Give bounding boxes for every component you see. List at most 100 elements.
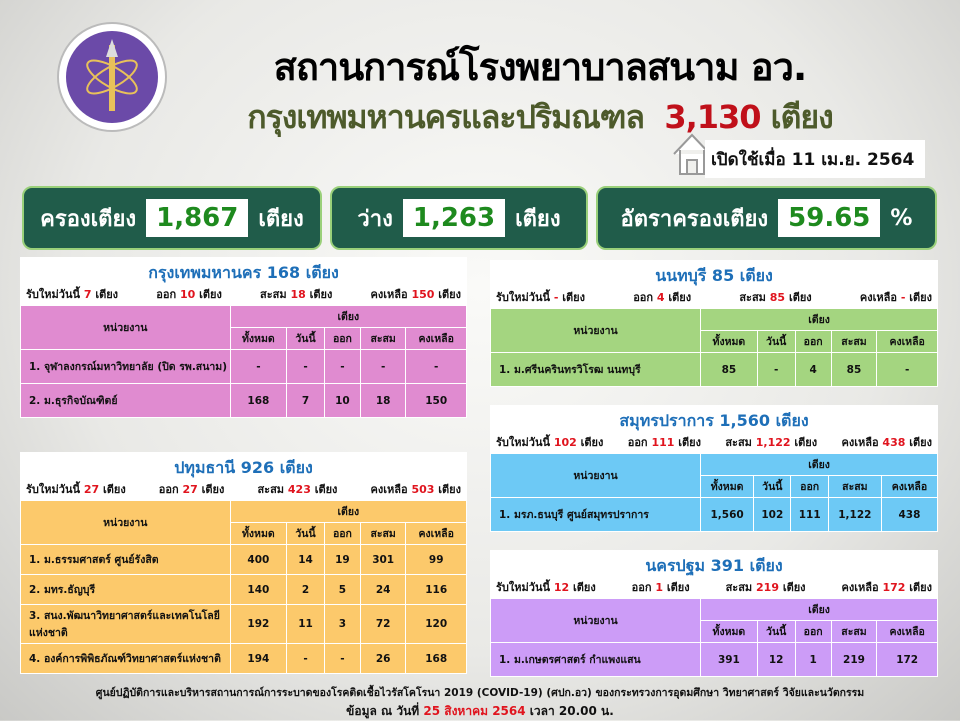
summary-label: คงเหลือ bbox=[370, 288, 408, 301]
unit-name: 3. สนง.พัฒนาวิทยาศาสตร์และเทคโนโลยีแห่งช… bbox=[20, 604, 231, 644]
col-header: สะสม bbox=[359, 327, 407, 350]
summary-remain: คงเหลือ 150 เตียง bbox=[371, 285, 461, 305]
table-row: 1. ม.ธรรมศาสตร์ ศูนย์รังสิต 400 14 19 301 99 bbox=[20, 544, 467, 575]
summary-label: ออก bbox=[156, 288, 177, 301]
summary-label: สะสม bbox=[260, 288, 287, 301]
summary-unit: เตียง bbox=[95, 288, 119, 301]
unit-name: 1. ม.เกษตรศาสตร์ กำแพงแสน bbox=[489, 642, 702, 677]
summary-unit: เตียง bbox=[909, 581, 932, 594]
cell-value: 1,122 bbox=[827, 497, 882, 532]
summary-new: รับใหม่วันนี้ 27 เตียง bbox=[26, 480, 126, 500]
summary-label: ออก bbox=[158, 483, 179, 496]
cell-value: 1 bbox=[794, 642, 832, 677]
summary-new: รับใหม่วันนี้ 12 เตียง bbox=[496, 578, 596, 598]
col-header: ออก bbox=[794, 330, 832, 353]
header-row: หน่วยงาน เตียง bbox=[20, 500, 468, 545]
summary-value: 150 bbox=[411, 288, 435, 301]
cell-value: 194 bbox=[229, 643, 288, 674]
summary-value: 4 bbox=[656, 291, 665, 304]
summary-value: 27 bbox=[182, 483, 198, 496]
summary-unit: เตียง bbox=[666, 581, 690, 594]
cell-value: 168 bbox=[229, 383, 288, 418]
summary-out: ออก 1 เตียง bbox=[632, 578, 690, 598]
opened-date: เปิดใช้เมื่อ 11 เม.ย. 2564 bbox=[705, 140, 925, 178]
cell-value: 24 bbox=[359, 574, 407, 605]
footer-date: ข้อมูล ณ วันที่ 25 สิงหาคม 2564 เวลา 20.… bbox=[346, 704, 614, 718]
cell-value: 18 bbox=[359, 383, 407, 418]
summary-cum: สะสม 1,122 เตียง bbox=[725, 433, 817, 453]
bed-header: เตียง bbox=[700, 453, 938, 476]
summary-remain: คงเหลือ 503 เตียง bbox=[371, 480, 461, 500]
cell-value: 85 bbox=[700, 352, 758, 387]
col-header: ออก bbox=[323, 327, 361, 350]
cell-value: 2 bbox=[286, 574, 325, 605]
summary-unit: เตียง bbox=[909, 291, 932, 304]
panel-summary: รับใหม่วันนี้ 102 เตียง ออก 111 เตียง สะสม… bbox=[490, 433, 938, 453]
cell-value: 172 bbox=[876, 642, 938, 677]
panel-title: กรุงเทพมหานคร 168 เตียง bbox=[148, 263, 339, 282]
summary-cum: สะสม 85 เตียง bbox=[739, 288, 811, 308]
unit-name: 1. ม.ศรีนครินทรวิโรฒ นนทบุรี bbox=[489, 352, 702, 387]
col-header: ออก bbox=[794, 620, 832, 643]
cell-value: 12 bbox=[756, 642, 796, 677]
summary-value: 85 bbox=[769, 291, 786, 304]
cell-value: 111 bbox=[790, 497, 829, 532]
panel-title: นนทบุรี 85 เตียง bbox=[655, 266, 773, 285]
summary-out: ออก 10 เตียง bbox=[156, 285, 222, 305]
unit-header: หน่วยงาน bbox=[20, 500, 231, 545]
unit-name: 4. องค์การพิพิธภัณฑ์วิทยาศาสตร์แห่งชาติ bbox=[20, 643, 231, 674]
cell-value: - bbox=[876, 352, 938, 387]
summary-unit: เตียง bbox=[788, 291, 812, 304]
summary-unit: เตียง bbox=[199, 288, 222, 301]
summary-label: รับใหม่วันนี้ bbox=[496, 436, 550, 449]
col-header: คงเหลือ bbox=[880, 475, 939, 498]
summary-new: รับใหม่วันนี้ 7 เตียง bbox=[26, 285, 118, 305]
unit-header: หน่วยงาน bbox=[489, 453, 702, 498]
table-row: 2. มทร.ธัญบุรี 140 2 5 24 116 bbox=[20, 574, 467, 605]
table-row: 1. ม.ศรีนครินทรวิโรฒ นนทบุรี 85-4 85- bbox=[489, 352, 938, 387]
cell-value: 120 bbox=[405, 604, 467, 644]
summary-value: 1,122 bbox=[755, 436, 791, 449]
summary-label: ออก bbox=[627, 436, 648, 449]
panel-summary: รับใหม่วันนี้ - เตียง ออก 4 เตียง สะสม 85 … bbox=[490, 288, 938, 308]
summary-value: 12 bbox=[553, 581, 570, 594]
summary-label: สะสม bbox=[725, 436, 752, 449]
summary-unit: เตียง bbox=[309, 288, 333, 301]
cell-value: 3 bbox=[323, 604, 361, 644]
summary-value: 10 bbox=[179, 288, 196, 301]
subheader-row: ทั้งหมด วันนี้ ออก สะสม คงเหลือ bbox=[21, 327, 467, 350]
summary-value: 438 bbox=[882, 436, 906, 449]
bed-header: เตียง bbox=[229, 305, 468, 328]
summary-new: รับใหม่วันนี้ 102 เตียง bbox=[496, 433, 603, 453]
summary-label: คงเหลือ bbox=[370, 483, 408, 496]
cell-value: 102 bbox=[753, 497, 792, 532]
header-row: หน่วยงาน เตียง bbox=[489, 308, 938, 353]
col-header: ทั้งหมด bbox=[700, 330, 758, 353]
panel-nakhon: นครปฐม 391 เตียง รับใหม่วันนี้ 12 เตียง ออ… bbox=[489, 550, 938, 677]
header-row: หน่วยงาน เตียง bbox=[20, 305, 468, 350]
table-row: 2. ม.ธุรกิจบัณฑิตย์ 168 7 10 18 150 bbox=[20, 383, 467, 418]
summary-label: ออก bbox=[631, 581, 652, 594]
panel-summary: รับใหม่วันนี้ 12 เตียง ออก 1 เตียง สะสม 21… bbox=[490, 578, 938, 598]
summary-value: - bbox=[553, 291, 559, 304]
cell-value: - bbox=[756, 352, 796, 387]
summary-unit: เตียง bbox=[782, 581, 806, 594]
cell-value: 5 bbox=[323, 574, 361, 605]
table-row: 1. จุฬาลงกรณ์มหาวิทยาลัย (ปิด รพ.สนาม) - -… bbox=[20, 349, 467, 384]
col-header: วันนี้ bbox=[286, 327, 325, 350]
cell-value: 4 bbox=[794, 352, 832, 387]
summary-new: รับใหม่วันนี้ - เตียง bbox=[496, 288, 585, 308]
footer-source: ศูนย์ปฏิบัติการและบริหารสถานการณ์การระบา… bbox=[95, 687, 865, 699]
unit-name: 2. มทร.ธัญบุรี bbox=[20, 574, 231, 605]
panel-nonthaburi: นนทบุรี 85 เตียง รับใหม่วันนี้ - เตียง ออก… bbox=[489, 260, 938, 387]
summary-out: ออก 111 เตียง bbox=[628, 433, 701, 453]
summary-label: รับใหม่วันนี้ bbox=[26, 288, 80, 301]
bed-header: เตียง bbox=[700, 598, 938, 621]
cell-value: 7 bbox=[286, 383, 325, 418]
summary-value: 423 bbox=[287, 483, 311, 496]
vacant-beds-card: ว่าง 1,263 เตียง bbox=[330, 186, 588, 250]
cell-value: 26 bbox=[359, 643, 407, 674]
table-row: 4. องค์การพิพิธภัณฑ์วิทยาศาสตร์แห่งชาติ 1… bbox=[20, 643, 467, 674]
summary-label: คงเหลือ bbox=[841, 581, 879, 594]
page-title: สถานการณ์โรงพยาบาลสนาม อว. bbox=[273, 45, 808, 89]
